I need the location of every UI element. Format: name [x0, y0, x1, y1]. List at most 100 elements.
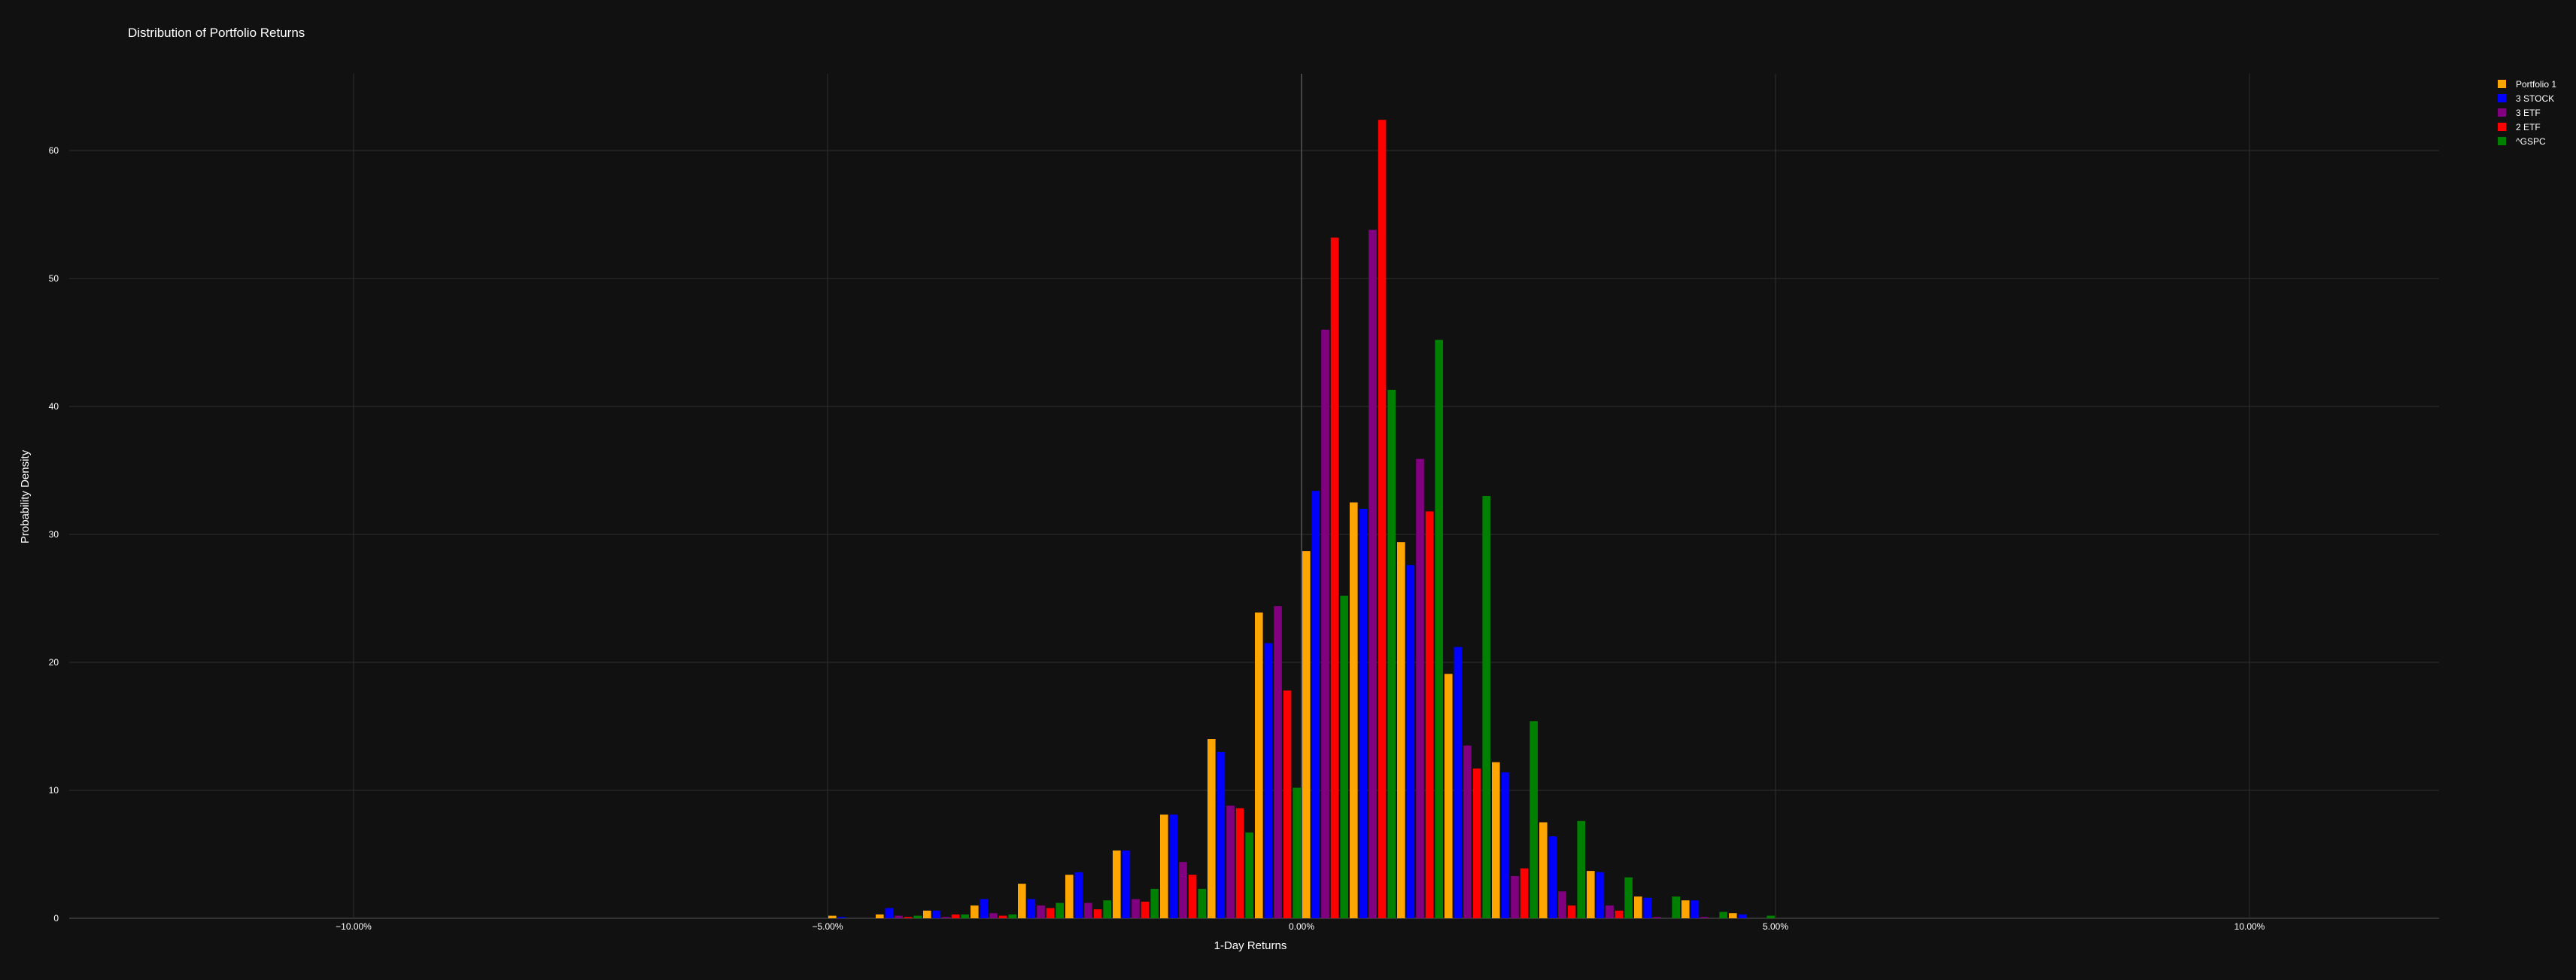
histogram-bar — [1046, 908, 1055, 918]
histogram-bar — [1056, 902, 1064, 918]
histogram-bar — [923, 910, 931, 918]
histogram-bar — [1567, 905, 1576, 918]
legend-label: ^GSPC — [2516, 136, 2546, 147]
histogram-bar — [1037, 905, 1045, 918]
histogram-bar — [1397, 542, 1405, 918]
histogram-bar — [1255, 612, 1263, 918]
legend-label: 3 ETF — [2516, 108, 2541, 118]
legend-swatch — [2498, 80, 2506, 88]
y-tick-label: 40 — [49, 401, 59, 412]
legend-swatch — [2498, 137, 2506, 145]
x-tick-label: −10.00% — [336, 921, 372, 932]
histogram-bar — [1311, 491, 1320, 918]
histogram-bar — [1482, 496, 1490, 918]
histogram-bar — [1615, 910, 1624, 918]
histogram-bar — [1283, 690, 1292, 918]
histogram-bar — [1208, 739, 1216, 918]
histogram-bar — [885, 908, 894, 918]
histogram-bar — [1577, 820, 1585, 918]
histogram-bar — [989, 913, 998, 918]
histogram-bar — [1188, 875, 1197, 918]
histogram-bar — [1729, 913, 1737, 918]
histogram-bar — [895, 915, 903, 918]
histogram-bar — [1274, 606, 1282, 918]
x-tick-label: 0.00% — [1289, 921, 1314, 932]
histogram-bar — [1103, 900, 1111, 918]
histogram-bar — [1150, 888, 1159, 918]
histogram-bar — [1074, 872, 1083, 918]
histogram-bar — [1245, 832, 1253, 918]
histogram-bar — [1530, 721, 1538, 918]
y-axis-title: Probability Density — [19, 449, 32, 543]
histogram-bar — [1235, 808, 1244, 918]
histogram-bar — [1548, 836, 1557, 918]
histogram-bar — [951, 914, 960, 918]
histogram-bar — [1587, 871, 1595, 918]
histogram-bar — [932, 910, 941, 918]
histogram-bar — [1653, 917, 1661, 918]
y-tick-label: 20 — [49, 657, 59, 668]
grid — [69, 74, 2439, 919]
histogram-bar — [1302, 551, 1311, 918]
histogram-bar — [1340, 595, 1348, 918]
legend-swatch — [2498, 94, 2506, 102]
histogram-bar — [1492, 762, 1500, 918]
histogram-bar — [1368, 230, 1377, 918]
x-axis-title: 1-Day Returns — [1214, 939, 1287, 952]
y-tick-label: 10 — [49, 785, 59, 796]
histogram-bar — [1179, 862, 1187, 918]
histogram-bar — [1027, 899, 1036, 918]
histogram-bar — [1766, 915, 1775, 918]
histogram-bar — [998, 915, 1007, 918]
histogram-bar — [1435, 339, 1443, 919]
histogram-bar — [971, 905, 979, 918]
histogram-bar — [828, 915, 837, 918]
chart-title: Distribution of Portfolio Returns — [128, 26, 305, 40]
y-tick-label: 50 — [49, 273, 59, 284]
histogram-bar — [980, 899, 989, 918]
histogram-bar — [1160, 814, 1168, 918]
legend-swatch — [2498, 123, 2506, 131]
histogram-bar — [1425, 511, 1434, 918]
y-tick-label: 0 — [53, 913, 59, 924]
histogram-bar — [1672, 896, 1680, 918]
histogram-bar — [942, 917, 950, 918]
histogram-bar — [1132, 899, 1140, 918]
histogram-bar — [1065, 875, 1074, 918]
histogram-bar — [1113, 850, 1121, 918]
y-tick-label: 60 — [49, 145, 59, 156]
histogram-bar — [1217, 752, 1226, 918]
histogram-bar — [1416, 458, 1424, 918]
histogram-bar — [1558, 891, 1566, 918]
histogram-bar — [1387, 389, 1396, 918]
legend[interactable]: Portfolio 1 3 STOCK 3 ETF 2 ETF ^GSPC — [2498, 79, 2556, 147]
histogram-bar — [1350, 502, 1358, 918]
histogram-bar — [1624, 877, 1633, 918]
histogram-bar — [1226, 805, 1235, 918]
y-tick-label: 30 — [49, 529, 59, 540]
histogram-bar — [1738, 914, 1747, 918]
histogram-bar — [1169, 814, 1178, 918]
histogram-bar — [1330, 237, 1339, 919]
histogram-bar — [1700, 917, 1709, 918]
histogram-bar — [1378, 120, 1387, 919]
histogram-bar — [1472, 768, 1481, 918]
legend-label: Portfolio 1 — [2516, 79, 2556, 90]
histogram-bar — [1141, 901, 1150, 918]
histogram-bar — [1293, 787, 1301, 918]
histogram-bar — [1690, 900, 1700, 918]
histogram-bar — [1643, 897, 1652, 918]
histogram-bar — [1463, 745, 1472, 918]
histogram-bar — [1511, 875, 1519, 918]
x-tick-label: −5.00% — [812, 921, 843, 932]
histogram-bar — [1093, 909, 1102, 918]
histogram-bar — [1321, 330, 1329, 918]
histogram-bar — [1596, 872, 1605, 918]
x-tick-label: 5.00% — [1763, 921, 1788, 932]
histogram-bar — [1681, 900, 1690, 918]
histogram-bar — [1719, 912, 1727, 918]
histogram-bar — [1605, 905, 1614, 918]
histogram-bar — [1084, 902, 1092, 918]
histogram-bar — [961, 914, 969, 918]
